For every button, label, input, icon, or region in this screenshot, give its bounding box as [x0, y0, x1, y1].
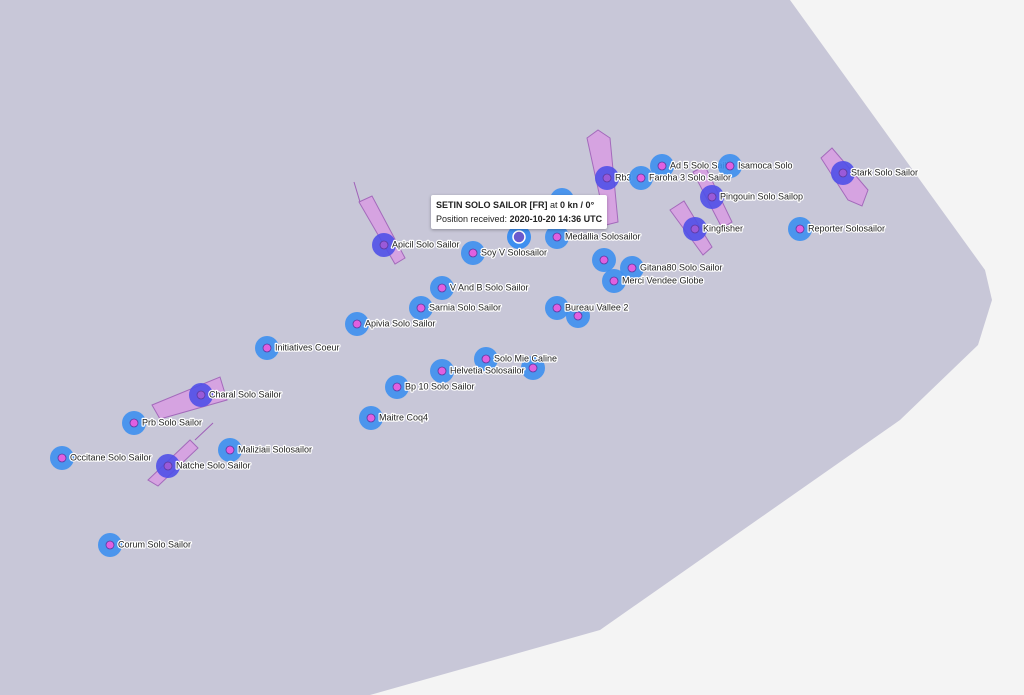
boat-dot: [838, 168, 848, 178]
boat-dot: [609, 276, 619, 286]
boat-label: Medallia Solosailor: [565, 231, 641, 241]
boat-dot: [627, 263, 637, 273]
boat-dot: [552, 303, 562, 313]
boat-dot: [163, 461, 173, 471]
boat-dot: [262, 343, 272, 353]
boat-label: Reporter Solosailor: [808, 223, 885, 233]
boat-dot: [795, 224, 805, 234]
selected-ring: [512, 230, 526, 244]
boat-dot: [366, 413, 376, 423]
boat-label: Occitane Solo Sailor: [70, 452, 152, 462]
boat-dot: [573, 311, 583, 321]
text: Position received:: [436, 214, 508, 224]
boat-label: Natche Solo Sailor: [176, 460, 251, 470]
boat-dot: [416, 303, 426, 313]
boat-label: Apicil Solo Sailor: [392, 239, 460, 249]
boat-dot: [528, 363, 538, 373]
boat-dot: [636, 173, 646, 183]
boat-dot: [392, 382, 402, 392]
tooltip: SETIN SOLO SAILOR [FR] at 0 kn / 0° Posi…: [431, 195, 608, 229]
boat-dot: [196, 390, 206, 400]
boat-label: V And B Solo Sailor: [450, 282, 529, 292]
boat-label: Initiatives Coeur: [275, 342, 340, 352]
boat-label: Bureau Vallee 2: [565, 302, 628, 312]
heading: [194, 422, 214, 441]
boat-label: Sarnia Solo Sailor: [429, 302, 501, 312]
boat-dot: [552, 232, 562, 242]
boat-dot: [437, 366, 447, 376]
boat-label: Apivia Solo Sailor: [365, 318, 436, 328]
boat-name: SETIN SOLO SAILOR [FR]: [436, 200, 548, 210]
boat-label: Merci Vendee Globe: [622, 275, 704, 285]
boat-label: Prb Solo Sailor: [142, 417, 202, 427]
boat-dot: [379, 240, 389, 250]
boat-dot: [225, 445, 235, 455]
boat-dot: [57, 453, 67, 463]
boat-dot: [437, 283, 447, 293]
boat-dot: [105, 540, 115, 550]
boat-label: Gitana80 Solo Sailor: [640, 262, 723, 272]
boat-label: Soy V Solosailor: [481, 247, 547, 257]
boat-dot: [690, 224, 700, 234]
heading: [353, 181, 361, 203]
boat-dot: [707, 192, 717, 202]
boat-label: Corum Solo Sailor: [118, 539, 191, 549]
boat-dot: [725, 161, 735, 171]
boat-label: Maliziaii Solosailor: [238, 444, 312, 454]
timestamp: 2020-10-20 14:36 UTC: [509, 214, 603, 224]
text: at: [550, 200, 558, 210]
boat-label: Stark Solo Sailor: [851, 167, 918, 177]
boat-dot: [352, 319, 362, 329]
boat-label: Maitre Coq4: [379, 412, 428, 422]
boat-label: Helvetia Solosailor: [450, 365, 525, 375]
boat-dot: [468, 248, 478, 258]
boat-label: Pingouin Solo Sailop: [720, 191, 803, 201]
boat-dot: [657, 161, 667, 171]
boat-dot: [129, 418, 139, 428]
boat-label: Kingfisher: [703, 223, 743, 233]
boat-label: Charal Solo Sailor: [209, 389, 282, 399]
boat-dot: [599, 255, 609, 265]
boat-label: Rb3: [615, 172, 632, 182]
speed: 0 kn / 0°: [560, 200, 595, 210]
boat-label: Bp 10 Solo Sailor: [405, 381, 475, 391]
boat-dot: [481, 354, 491, 364]
boat-label: Faroha 3 Solo Sailor: [649, 172, 731, 182]
zone: [0, 0, 992, 695]
boat-dot: [602, 173, 612, 183]
boat-label: Solo Mie Caline: [494, 353, 557, 363]
boat-label: Isamoca Solo: [738, 160, 793, 170]
